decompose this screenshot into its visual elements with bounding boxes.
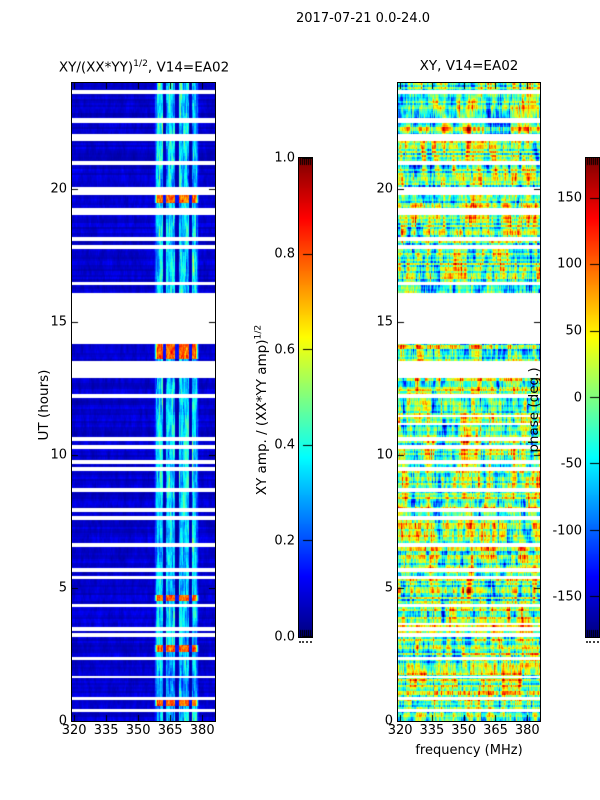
x-axis-label: frequency (MHz) bbox=[415, 743, 523, 758]
figure-title: 2017-07-21 0.0-24.0 bbox=[296, 11, 430, 26]
right-colorbar-tick-label: -150 bbox=[552, 589, 582, 605]
left-panel-title-sup: 1/2 bbox=[133, 58, 148, 69]
right-y-tick-label: 20 bbox=[376, 181, 393, 197]
amplitude-colorbar-label: XY amp. / (XX*YY amp)1/2 bbox=[252, 325, 270, 496]
right-colorbar-tick-label: 0 bbox=[573, 390, 582, 405]
phase-colorbar-label: phase (deg.) bbox=[526, 367, 542, 452]
right-x-tick-label: 320 bbox=[387, 723, 413, 738]
left-colorbar-tick-label: 0.6 bbox=[274, 342, 295, 358]
amplitude-colorbar-label-sup: 1/2 bbox=[252, 324, 264, 340]
left-y-tick-label: 0 bbox=[58, 713, 67, 729]
right-y-tick-label: 0 bbox=[384, 713, 393, 729]
right-y-tick-label: 5 bbox=[384, 580, 393, 596]
left-colorbar-tick-label: 0.2 bbox=[274, 533, 295, 549]
left-colorbar-tick-label: 0.4 bbox=[274, 437, 295, 453]
left-x-tick-label: 365 bbox=[157, 723, 183, 738]
left-colorbar-tick-label: 0.8 bbox=[274, 246, 295, 262]
amplitude-colorbar-canvas bbox=[299, 158, 312, 637]
right-x-tick-label: 365 bbox=[483, 723, 508, 738]
left-x-tick-label: 380 bbox=[189, 723, 215, 738]
left-colorbar-tick-label: 1.0 bbox=[274, 150, 295, 166]
left-x-tick-label: 335 bbox=[93, 723, 119, 738]
left-panel-title: XY/(XX*YY)1/2, V14=EA02 bbox=[59, 58, 229, 76]
left-y-tick-label: 10 bbox=[50, 447, 67, 463]
right-colorbar-tick-label: -50 bbox=[560, 456, 582, 472]
right-x-tick-label: 335 bbox=[419, 723, 445, 738]
right-y-tick-label: 15 bbox=[376, 314, 393, 330]
amplitude-colorbar-label-text: XY amp. / (XX*YY amp) bbox=[253, 339, 270, 496]
right-y-tick-label: 10 bbox=[376, 447, 393, 463]
left-x-tick-label: 350 bbox=[125, 723, 151, 738]
amplitude-colorbar-end-dots bbox=[299, 641, 312, 643]
right-colorbar-tick-label: -100 bbox=[552, 523, 582, 539]
phase-colorbar-end-dots bbox=[586, 641, 599, 643]
right-spectrogram-canvas bbox=[398, 83, 540, 721]
left-y-tick-label: 20 bbox=[50, 181, 67, 197]
left-spectrogram-panel bbox=[71, 82, 216, 722]
right-x-tick-label: 350 bbox=[451, 723, 477, 738]
left-y-tick-label: 15 bbox=[50, 314, 67, 330]
amplitude-colorbar bbox=[298, 157, 313, 638]
right-colorbar-tick-label: 50 bbox=[565, 323, 582, 339]
y-axis-label: UT (hours) bbox=[36, 369, 52, 441]
right-panel-title-text: XY, V14=EA02 bbox=[419, 58, 519, 74]
left-panel-title-text: XY/(XX*YY) bbox=[58, 59, 134, 76]
left-spectrogram-canvas bbox=[72, 83, 215, 721]
phase-colorbar-canvas bbox=[586, 158, 599, 637]
right-colorbar-tick-label: 150 bbox=[557, 190, 582, 206]
right-colorbar-tick-label: 100 bbox=[557, 256, 582, 272]
left-colorbar-tick-label: 0.0 bbox=[274, 629, 295, 645]
left-x-tick-label: 320 bbox=[61, 723, 87, 738]
right-panel-title: XY, V14=EA02 bbox=[420, 58, 519, 74]
left-panel-title-suffix: , V14=EA02 bbox=[147, 59, 230, 76]
phase-colorbar bbox=[585, 157, 600, 638]
right-spectrogram-panel bbox=[397, 82, 541, 722]
right-x-tick-label: 380 bbox=[514, 723, 540, 738]
phase-colorbar-label-text: phase (deg.) bbox=[526, 367, 542, 453]
left-y-tick-label: 5 bbox=[58, 580, 67, 596]
